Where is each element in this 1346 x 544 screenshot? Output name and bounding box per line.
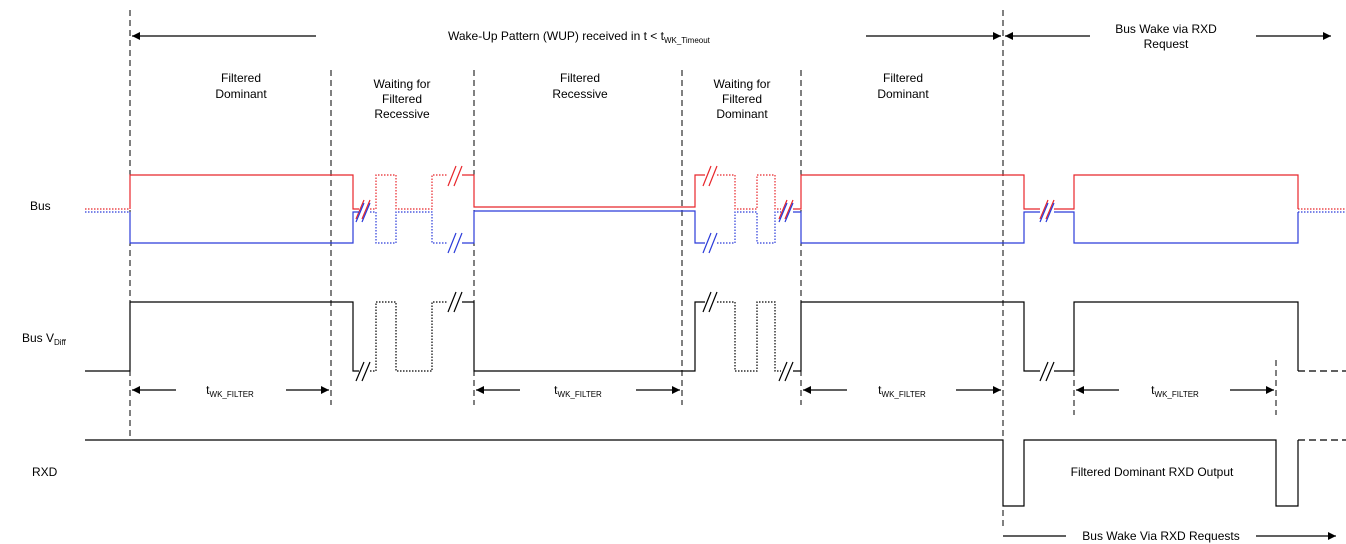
- phase-filtered-dominant-2-l2: Dominant: [877, 87, 929, 101]
- canh-break-5: [1039, 199, 1055, 220]
- t-wk-filter-label: tWK_FILTER: [206, 383, 254, 399]
- canl-break-4: [778, 202, 794, 223]
- phase-labels: Filtered Dominant Waiting for Filtered R…: [215, 71, 929, 121]
- bus-wake-requests-label: Bus Wake Via RXD Requests: [1082, 529, 1239, 543]
- vdiff-break-4: [778, 361, 794, 382]
- t-wk-filter-label: tWK_FILTER: [554, 383, 602, 399]
- vdiff-break-2: [447, 291, 463, 313]
- vdiff-dotted-1: [370, 301, 448, 372]
- bus-canh-waveform: [85, 165, 1346, 220]
- rxd-waveform: [85, 439, 1346, 507]
- vdiff-break-3: [702, 291, 718, 313]
- canl-break-1: [355, 202, 371, 223]
- bus-wake-label-line1: Bus Wake via RXD: [1115, 22, 1217, 36]
- canl-segment: [129, 211, 359, 244]
- canl-break-5: [1039, 202, 1055, 223]
- bus-wake-label-line2: Request: [1144, 37, 1189, 51]
- phase-filtered-recessive-l1: Filtered: [560, 71, 600, 85]
- canh-segment: [793, 174, 1040, 210]
- phase-waiting-dominant-l1: Waiting for: [714, 77, 771, 91]
- rxd-signal-label: RXD: [32, 465, 58, 479]
- phase-boundaries: [129, 10, 1277, 530]
- canl-segment: [1054, 211, 1299, 244]
- canh-segment: [1054, 174, 1299, 210]
- phase-filtered-recessive-l2: Recessive: [552, 87, 608, 101]
- filter-time-labels: tWK_FILTER tWK_FILTER tWK_FILTER tWK_FIL…: [206, 383, 1199, 399]
- canl-dotted-2: [717, 211, 781, 244]
- t-wk-filter-label: tWK_FILTER: [878, 383, 926, 399]
- canl-break-2: [447, 232, 463, 254]
- rxd-segment: [85, 439, 1299, 507]
- bus-signal-label: Bus: [30, 199, 51, 213]
- t-wk-filter-label: tWK_FILTER: [1151, 383, 1199, 399]
- canh-dotted-2: [717, 174, 781, 210]
- phase-filtered-dominant-2-l1: Filtered: [883, 71, 923, 85]
- vdiff-segment: [462, 301, 705, 372]
- canl-break-3: [702, 232, 718, 254]
- canh-dotted-1: [370, 174, 448, 210]
- canh-break-1: [355, 199, 371, 220]
- canh-break-3: [702, 165, 718, 187]
- canh-segment: [462, 174, 705, 208]
- wup-label: Wake-Up Pattern (WUP) received in t < tW…: [448, 29, 711, 45]
- canh-segment: [129, 174, 359, 210]
- vdiff-break-1: [355, 361, 371, 382]
- canh-break-4: [778, 199, 794, 220]
- phase-waiting-recessive-l3: Recessive: [374, 107, 430, 121]
- vdiff-segment: [793, 301, 1040, 372]
- rxd-output-label: Filtered Dominant RXD Output: [1071, 465, 1234, 479]
- phase-waiting-recessive-l1: Waiting for: [374, 77, 431, 91]
- vdiff-dotted-2: [717, 301, 781, 372]
- phase-waiting-recessive-l2: Filtered: [382, 92, 422, 106]
- canl-dotted-1: [370, 211, 448, 244]
- canl-segment: [793, 211, 1040, 244]
- vdiff-signal-label: Bus VDiff: [22, 331, 67, 347]
- phase-waiting-dominant-l2: Filtered: [722, 92, 762, 106]
- vdiff-segment: [85, 301, 359, 372]
- bus-canl-waveform: [85, 202, 1346, 254]
- phase-filtered-dominant-1-l1: Filtered: [221, 71, 261, 85]
- canh-break-2: [447, 165, 463, 187]
- vdiff-waveform: [85, 291, 1346, 382]
- vdiff-break-5: [1039, 361, 1055, 382]
- phase-waiting-dominant-l3: Dominant: [716, 107, 768, 121]
- vdiff-segment: [1054, 301, 1299, 372]
- canl-segment: [462, 210, 705, 244]
- phase-filtered-dominant-1-l2: Dominant: [215, 87, 267, 101]
